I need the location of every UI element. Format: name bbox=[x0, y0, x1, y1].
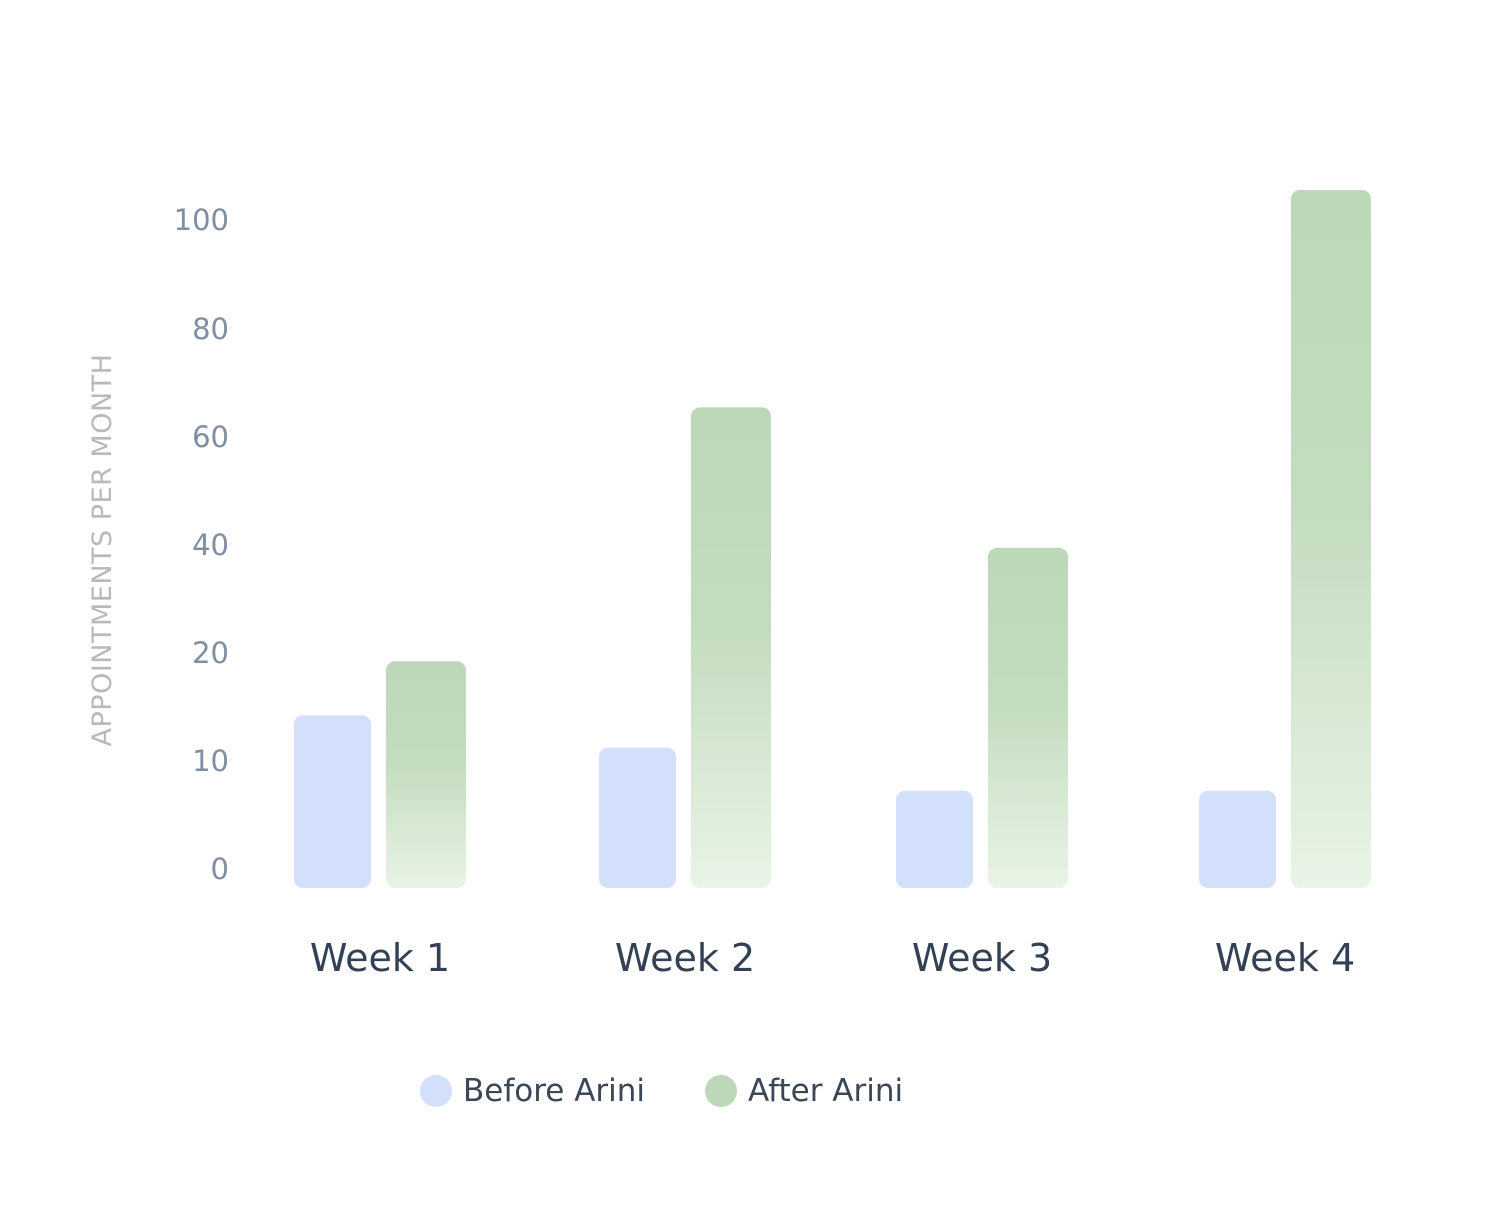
bar-before-arini bbox=[1199, 790, 1276, 888]
legend-swatch-before-arini bbox=[420, 1075, 452, 1107]
x-axis-ticks: Week 1 Week 2 Week 3 Week 4 bbox=[310, 936, 1355, 980]
bar-before-arini bbox=[599, 747, 676, 888]
legend: Before Arini After Arini bbox=[420, 1073, 903, 1109]
x-tick-label: Week 1 bbox=[310, 936, 450, 980]
y-tick-label: 20 bbox=[192, 636, 229, 670]
y-tick-label: 60 bbox=[192, 420, 229, 454]
x-tick-label: Week 3 bbox=[912, 936, 1052, 980]
x-tick-label: Week 2 bbox=[615, 936, 755, 980]
bar-after-arini bbox=[988, 547, 1068, 888]
y-tick-label: 80 bbox=[192, 312, 229, 346]
legend-label-after-arini: After Arini bbox=[748, 1073, 903, 1109]
y-tick-label: 0 bbox=[211, 852, 229, 886]
x-tick-label: Week 4 bbox=[1215, 936, 1355, 980]
bar-after-arini bbox=[1291, 189, 1371, 888]
y-axis-label: APPOINTMENTS PER MONTH bbox=[87, 354, 118, 747]
bar-before-arini bbox=[294, 715, 371, 888]
y-tick-label: 100 bbox=[174, 203, 229, 237]
bars bbox=[294, 189, 1371, 888]
bar-after-arini bbox=[691, 407, 771, 888]
bar-before-arini bbox=[896, 790, 973, 888]
legend-label-before-arini: Before Arini bbox=[463, 1073, 645, 1109]
y-tick-label: 10 bbox=[192, 744, 229, 778]
legend-swatch-after-arini bbox=[705, 1075, 737, 1107]
y-axis-ticks: 0 10 20 40 60 80 100 bbox=[174, 203, 229, 886]
y-tick-label: 40 bbox=[192, 528, 229, 562]
bar-after-arini bbox=[386, 661, 466, 888]
